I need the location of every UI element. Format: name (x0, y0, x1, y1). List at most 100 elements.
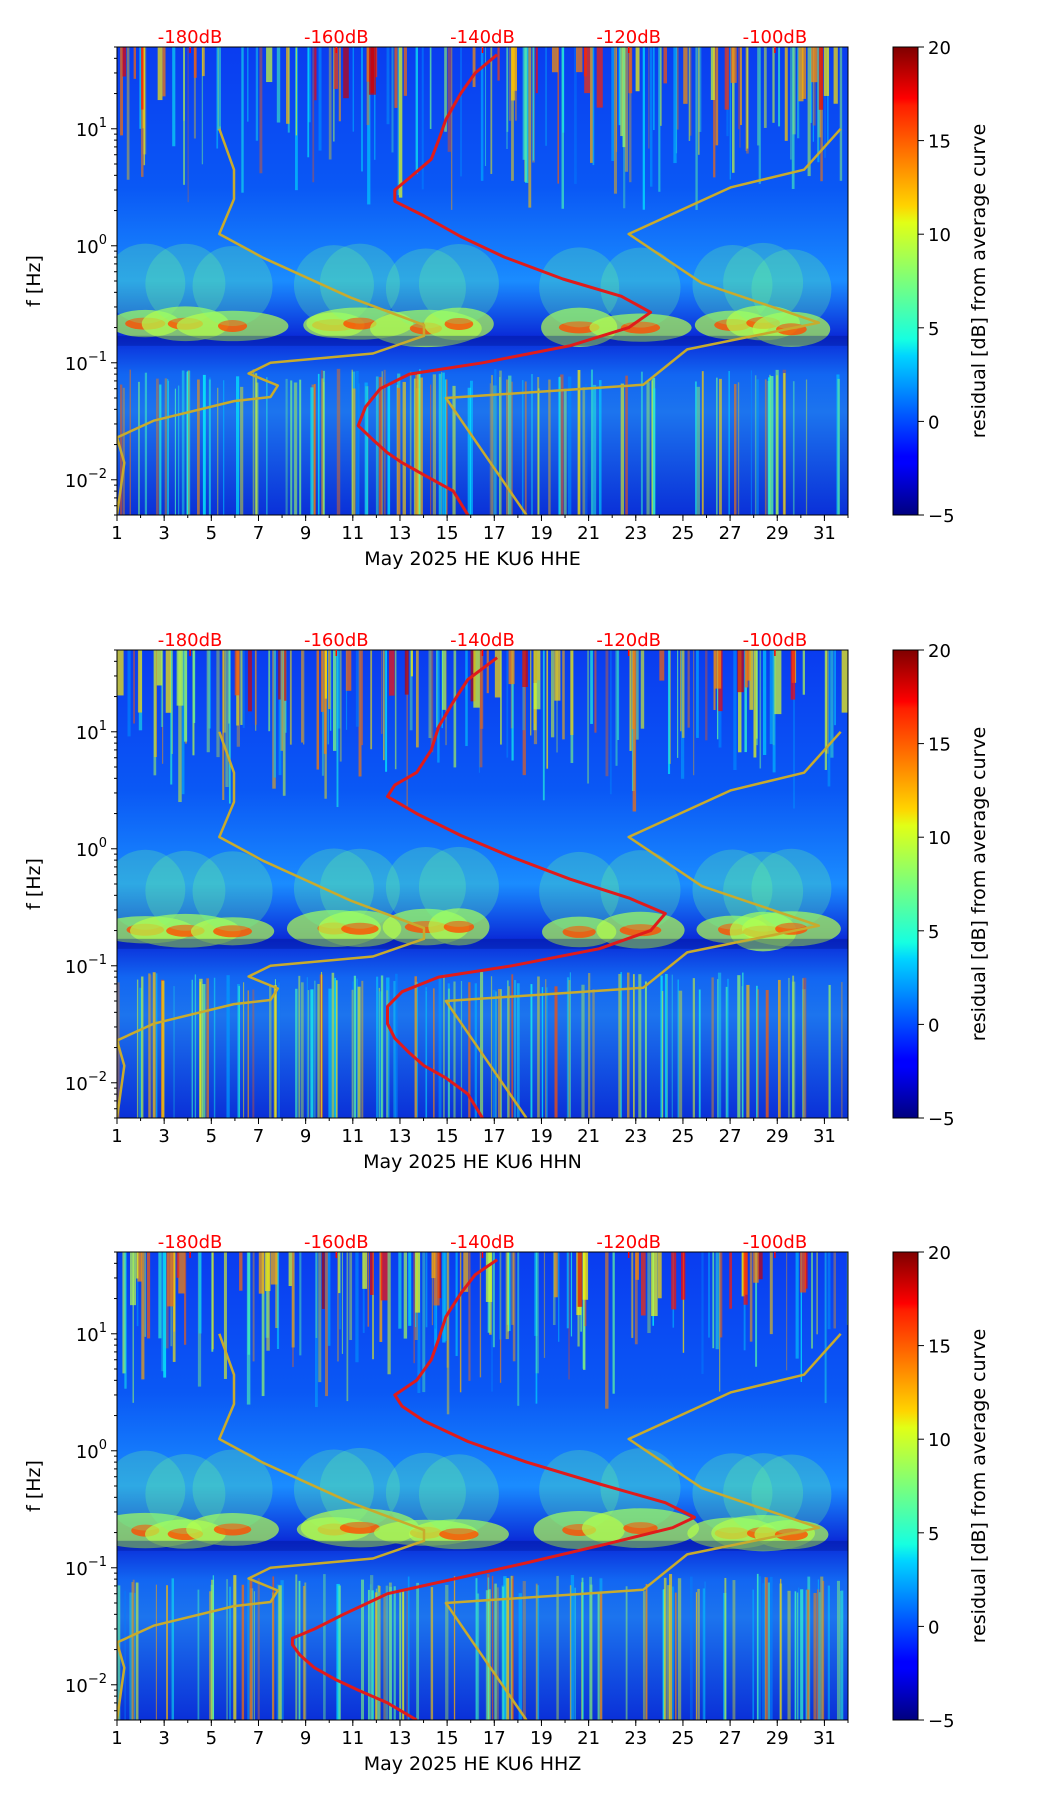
x-tick-label: 29 (766, 523, 789, 544)
x-tick-label: 19 (530, 1728, 553, 1749)
x-tick-label: 31 (813, 523, 836, 544)
y-tick-label: 101 (76, 719, 107, 744)
colorbar-gradient (892, 1251, 919, 1721)
x-tick-label: 5 (206, 523, 217, 544)
spectrogram-hhz (117, 1252, 848, 1720)
colorbar-tick-label: 0 (928, 1617, 939, 1638)
x-tick-label: 15 (436, 523, 459, 544)
x-tick-label: 31 (813, 1126, 836, 1147)
x-tick-label: 17 (483, 1728, 506, 1749)
x-axis-label: May 2025 HE KU6 HHN (363, 1151, 582, 1173)
x-tick-label: 7 (253, 1728, 264, 1749)
high-noise-model-line (444, 1332, 842, 1720)
top-db-label: -180dB (158, 27, 223, 48)
top-db-label: -120dB (596, 1232, 661, 1253)
x-tick-label: 5 (206, 1728, 217, 1749)
spectrogram-hhe (117, 47, 848, 515)
x-tick-label: 11 (341, 1728, 364, 1749)
y-tick-label: 10−2 (65, 467, 107, 492)
x-tick-label: 29 (766, 1126, 789, 1147)
y-axis-label: f [Hz] (23, 255, 45, 307)
high-noise-model-line (444, 730, 842, 1118)
x-tick-label: 3 (158, 523, 169, 544)
y-tick-label: 100 (76, 1438, 107, 1463)
x-tick-label: 21 (577, 523, 600, 544)
x-tick-label: 5 (206, 1126, 217, 1147)
top-db-label: -120dB (596, 630, 661, 651)
top-db-label: -100dB (743, 27, 808, 48)
colorbar-tick-label: 10 (928, 225, 951, 246)
x-tick-label: 21 (577, 1126, 600, 1147)
x-tick-label: 15 (436, 1126, 459, 1147)
colorbar-tick-label: 20 (928, 38, 951, 59)
high-noise-model-line (444, 127, 842, 515)
top-db-label: -140dB (450, 630, 515, 651)
colorbar-tick-label: 5 (928, 922, 939, 943)
x-tick-label: 25 (671, 1126, 694, 1147)
x-tick-label: 9 (300, 1728, 311, 1749)
colorbar-tick-label: 0 (928, 412, 939, 433)
colorbar: −5 0 5 10 15 20 residual [dB] from average cur… (892, 641, 990, 1130)
colorbar-tick-label: 10 (928, 1430, 951, 1451)
colorbar-tick-label: 15 (928, 1337, 951, 1358)
y-tick-label: 101 (76, 1321, 107, 1346)
colorbar-tick-label: −5 (928, 506, 955, 527)
x-tick-label: 27 (719, 1126, 742, 1147)
average-curve-line (290, 1258, 696, 1720)
x-tick-label: 17 (483, 523, 506, 544)
x-tick-label: 7 (253, 523, 264, 544)
y-axis-label: f [Hz] (23, 858, 45, 910)
colorbar-tick-label: 5 (928, 1524, 939, 1545)
x-tick-label: 19 (530, 523, 553, 544)
y-tick-label: 100 (76, 233, 107, 258)
colorbar-gradient (892, 649, 919, 1119)
colorbar-tick-label: 20 (928, 1243, 951, 1264)
y-tick-label: 10−1 (65, 350, 107, 375)
x-tick-label: 11 (341, 523, 364, 544)
colorbar-tick-label: −5 (928, 1109, 955, 1130)
x-tick-label: 21 (577, 1728, 600, 1749)
average-curve-line (356, 53, 653, 515)
x-tick-label: 19 (530, 1126, 553, 1147)
top-db-label: -140dB (450, 1232, 515, 1253)
colorbar-label: residual [dB] from average curve (968, 1329, 990, 1644)
top-db-label: -160dB (304, 630, 369, 651)
colorbar-tick-label: 15 (928, 132, 951, 153)
top-db-label: -120dB (596, 27, 661, 48)
colorbar-label: residual [dB] from average curve (968, 124, 990, 439)
colorbar-tick-label: −5 (928, 1711, 955, 1732)
top-db-label: -180dB (158, 630, 223, 651)
low-noise-model-line (117, 128, 426, 515)
x-tick-label: 25 (671, 1728, 694, 1749)
y-tick-label: 10−2 (65, 1070, 107, 1095)
x-tick-label: 27 (719, 523, 742, 544)
top-db-label: -140dB (450, 27, 515, 48)
x-tick-label: 9 (300, 523, 311, 544)
y-tick-label: 10−1 (65, 953, 107, 978)
x-tick-label: 29 (766, 1728, 789, 1749)
x-tick-label: 31 (813, 1728, 836, 1749)
low-noise-model-line (117, 1333, 426, 1720)
colorbar-tick-label: 5 (928, 319, 939, 340)
colorbar-label: residual [dB] from average curve (968, 727, 990, 1042)
y-tick-label: 10−1 (65, 1555, 107, 1580)
colorbar-tick-label: 15 (928, 735, 951, 756)
x-axis-label: May 2025 HE KU6 HHE (364, 548, 581, 570)
x-tick-label: 3 (158, 1728, 169, 1749)
colorbar-tick-label: 0 (928, 1015, 939, 1036)
top-db-label: -160dB (304, 27, 369, 48)
y-axis-label: f [Hz] (23, 1460, 45, 1512)
top-db-label: -100dB (743, 1232, 808, 1253)
colorbar: −5 0 5 10 15 20 residual [dB] from average cur… (892, 1243, 990, 1732)
colorbar-gradient (892, 46, 919, 516)
x-tick-label: 11 (341, 1126, 364, 1147)
x-tick-label: 3 (158, 1126, 169, 1147)
x-tick-label: 9 (300, 1126, 311, 1147)
top-db-label: -180dB (158, 1232, 223, 1253)
x-tick-label: 23 (624, 1126, 647, 1147)
x-tick-label: 1 (111, 1126, 122, 1147)
